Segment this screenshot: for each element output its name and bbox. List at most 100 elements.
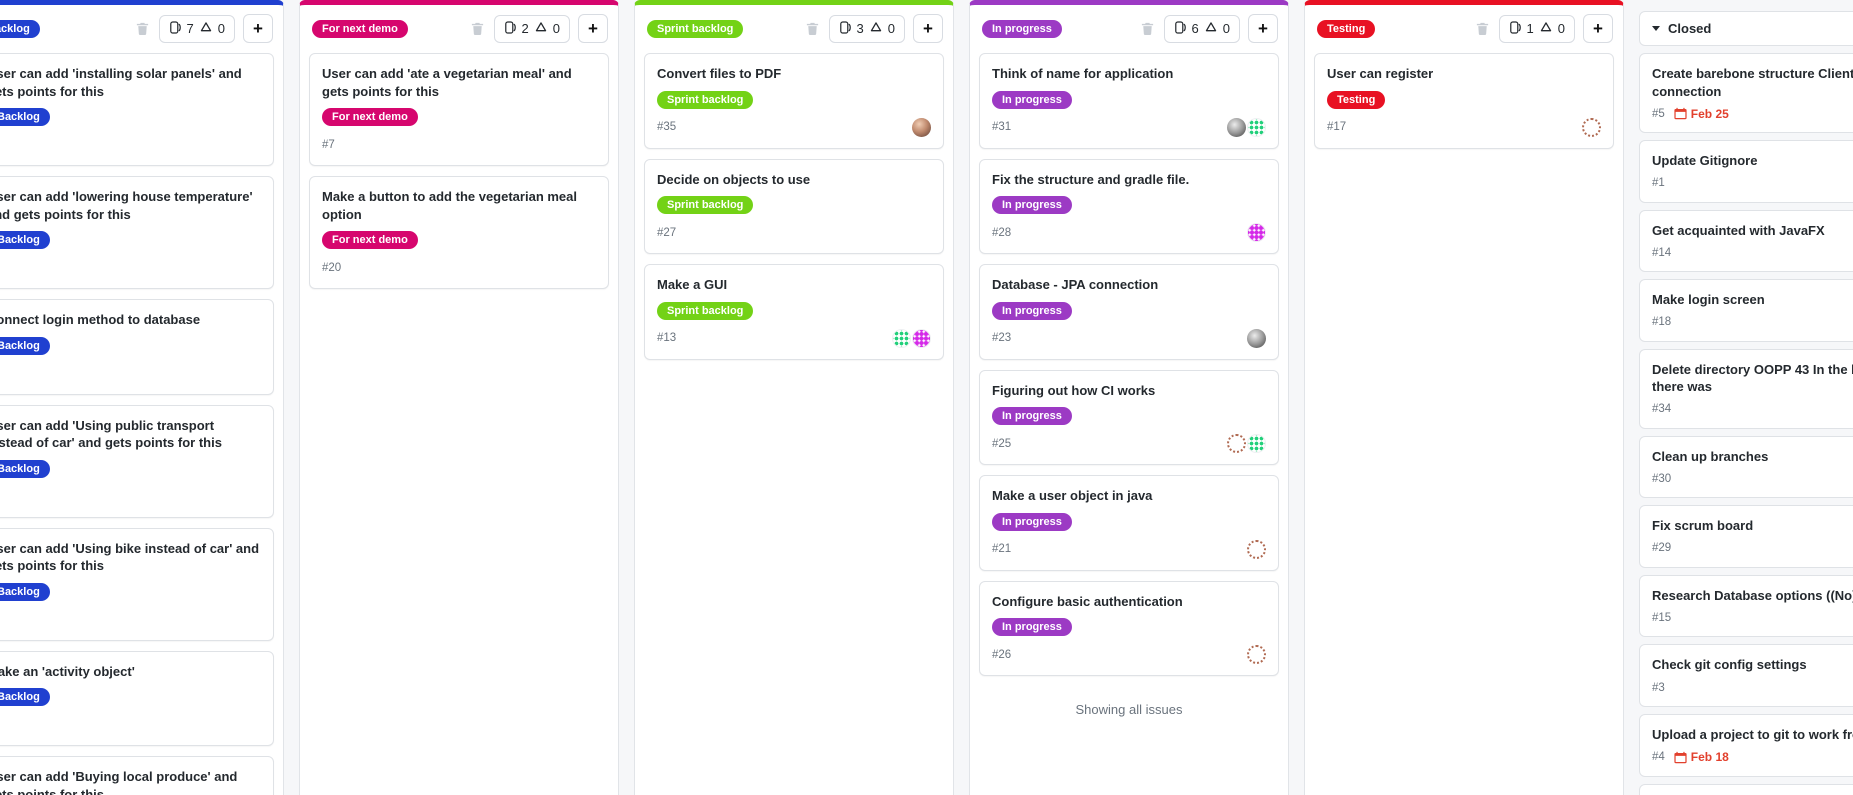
issue-number: #4 [1652,751,1665,764]
issue-card[interactable]: Make a button to add the vegetarian meal… [309,176,609,290]
avatar [912,117,931,137]
issue-card[interactable]: Think of name for application In progres… [979,53,1279,149]
closed-column-header[interactable]: Closed [1639,11,1853,46]
card-title: Connect login method to database [0,312,201,328]
card-count: 1 [1526,21,1534,36]
add-card-button[interactable]: + [913,14,943,43]
closed-issue-card[interactable]: Get acquainted with JavaFX #14 [1639,209,1853,273]
issue-number: #25 [992,437,1012,450]
card-title: Convert files to PDF [657,66,782,81]
trash-icon[interactable] [805,21,820,36]
issue-card[interactable]: User can add 'Using bike instead of car'… [0,527,274,641]
issue-card[interactable]: User can add 'lowering house temperature… [0,176,274,290]
due-date: Feb 18 [1674,750,1729,764]
issue-card[interactable]: Figuring out how CI works In progress #2… [979,369,1279,466]
card-title: Make an 'activity object' [0,663,135,679]
issue-number: #13 [657,332,677,345]
issue-card[interactable]: User can add 'Buying local produce' and … [0,756,274,795]
person-count: 0 [217,21,225,36]
closed-issue-card[interactable]: Create barebone structure Client-Server … [1639,53,1853,134]
avatar [1247,117,1266,137]
card-count-icon [1174,20,1187,38]
card-label: Sprint backlog [657,301,754,320]
person-count-icon [1539,20,1553,37]
person-count-icon [1204,20,1218,37]
card-label: For next demo [322,231,418,250]
trash-icon[interactable] [1475,21,1490,36]
add-card-button[interactable]: + [1248,14,1278,43]
card-label: In progress [992,407,1072,426]
card-title: Decide on objects to use [657,171,811,187]
due-date: Feb 25 [1674,107,1729,121]
issue-number: #28 [992,226,1012,239]
issue-card[interactable]: Connect login method to database Backlog [0,299,274,395]
column-counts: 7 0 [158,14,235,43]
avatar [912,328,931,348]
closed-issue-card[interactable]: Update Gitignore #1 [1639,140,1853,203]
person-count: 0 [1557,21,1565,36]
card-title: Make a GUI [657,277,728,293]
issue-number: #30 [1652,472,1672,485]
card-count: 6 [1191,21,1199,36]
column-in-progress: In progress 6 0 + Think of name for appl… [969,0,1289,795]
closed-issue-card[interactable]: Research Database options ((No)SQL?) #15 [1639,574,1853,638]
column-counts: 6 0 [1163,14,1240,43]
person-count: 0 [1222,21,1230,36]
issue-card[interactable]: Database - JPA connection In progress #2… [979,264,1279,360]
card-label: Sprint backlog [657,196,754,215]
closed-issue-card[interactable]: Upload a project to git to work from #4 … [1639,714,1853,777]
card-title: Think of name for application [992,66,1174,81]
closed-issue-card[interactable]: Fill in Scrum sheet and upload [1639,783,1853,795]
card-list: Convert files to PDF Sprint backlog #35 … [635,51,953,372]
issue-number: #27 [657,226,677,239]
column-testing: Testing 1 0 + User can register Testing … [1304,0,1624,795]
column-header: For next demo 2 0 + [300,5,618,51]
issue-card[interactable]: User can add 'installing solar panels' a… [0,53,274,167]
column-footer-note: Showing all issues [1075,702,1183,718]
trash-icon[interactable] [1140,21,1155,36]
issue-number: #5 [1652,107,1665,120]
card-label: Backlog [0,582,50,601]
card-label: In progress [992,512,1072,531]
trash-icon[interactable] [135,21,150,36]
issue-card[interactable]: User can register Testing #17 [1314,53,1614,149]
card-label: Backlog [0,688,50,707]
trash-icon[interactable] [470,21,485,36]
closed-issue-card[interactable]: Fix scrum board #29 [1639,505,1853,568]
closed-issue-card[interactable]: Make login screen #18 [1639,279,1853,342]
column-counts: 3 0 [828,14,905,43]
add-card-button[interactable]: + [243,14,273,43]
avatar [892,328,911,348]
issue-number: #35 [657,121,677,134]
card-list: User can register Testing #17 [1305,51,1623,161]
issue-card[interactable]: Make a user object in java In progress #… [979,475,1279,571]
issue-card[interactable]: Decide on objects to use Sprint backlog … [644,158,944,255]
person-count: 0 [887,21,895,36]
issue-card[interactable]: Make an 'activity object' Backlog [0,650,274,747]
card-count: 3 [856,21,864,36]
issue-card[interactable]: Convert files to PDF Sprint backlog #35 [644,53,944,149]
issue-number: #15 [1652,611,1672,624]
issue-card[interactable]: User can add 'Using public transport ins… [0,404,274,518]
add-card-button[interactable]: + [1583,14,1613,43]
issue-card[interactable]: Fix the structure and gradle file. In pr… [979,158,1279,255]
issue-card[interactable]: Make a GUI Sprint backlog #13 [644,264,944,360]
issue-number: #23 [992,332,1012,345]
add-card-button[interactable]: + [578,14,608,43]
closed-issue-card[interactable]: Check git config settings #3 [1639,644,1853,708]
avatar [1227,117,1246,137]
card-count: 2 [521,21,529,36]
avatar [1247,223,1266,243]
column-header: Sprint backlog 3 0 + [635,5,953,51]
closed-issue-card[interactable]: Delete directory OOPP 43 In the beginnin… [1639,348,1853,429]
card-label: Backlog [0,108,50,127]
card-label: In progress [992,618,1072,637]
calendar-icon [1674,107,1687,120]
closed-issue-card[interactable]: Clean up branches #30 [1639,435,1853,499]
card-title: Make login screen [1652,292,1765,308]
issue-card[interactable]: Configure basic authentication In progre… [979,580,1279,677]
column-label-pill: Testing [1317,19,1376,38]
issue-card[interactable]: User can add 'ate a vegetarian meal' and… [309,53,609,167]
column-backlog: Backlog 7 0 + User can add 'installing s… [0,0,284,795]
